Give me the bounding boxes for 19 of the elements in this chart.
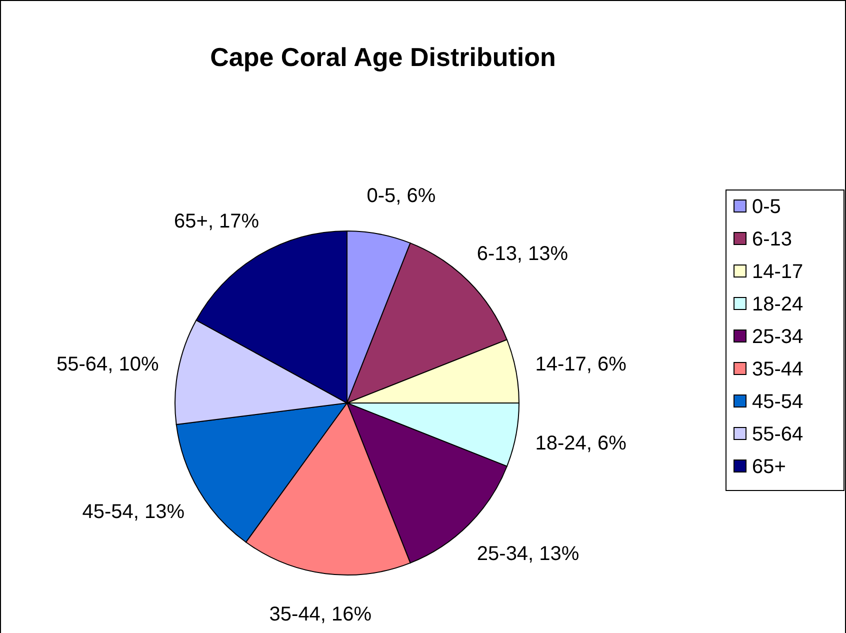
legend-label: 18-24 [752, 294, 804, 316]
legend-label: 6-13 [752, 228, 792, 250]
legend-label: 45-54 [752, 391, 804, 413]
data-label: 18-24, 6% [535, 432, 627, 455]
data-label: 35-44, 16% [269, 603, 372, 626]
data-label: 45-54, 13% [82, 500, 185, 523]
data-label: 25-34, 13% [476, 542, 580, 565]
data-label: 0-5, 6% [366, 184, 436, 207]
data-label: 55-64, 10% [56, 353, 159, 376]
data-label: 6-13, 13% [476, 243, 568, 266]
legend-label: 35-44 [752, 358, 804, 380]
data-label: 14-17, 6% [535, 353, 627, 376]
data-label: 65+, 17% [174, 210, 260, 233]
legend-label: 65+ [752, 456, 786, 478]
legend-label: 55-64 [752, 424, 804, 446]
legend-label: 14-17 [752, 261, 804, 283]
legend-label: 25-34 [752, 326, 804, 348]
legend-label: 0-5 [752, 196, 781, 218]
chart-title: Cape Coral Age Distribution [210, 42, 556, 72]
